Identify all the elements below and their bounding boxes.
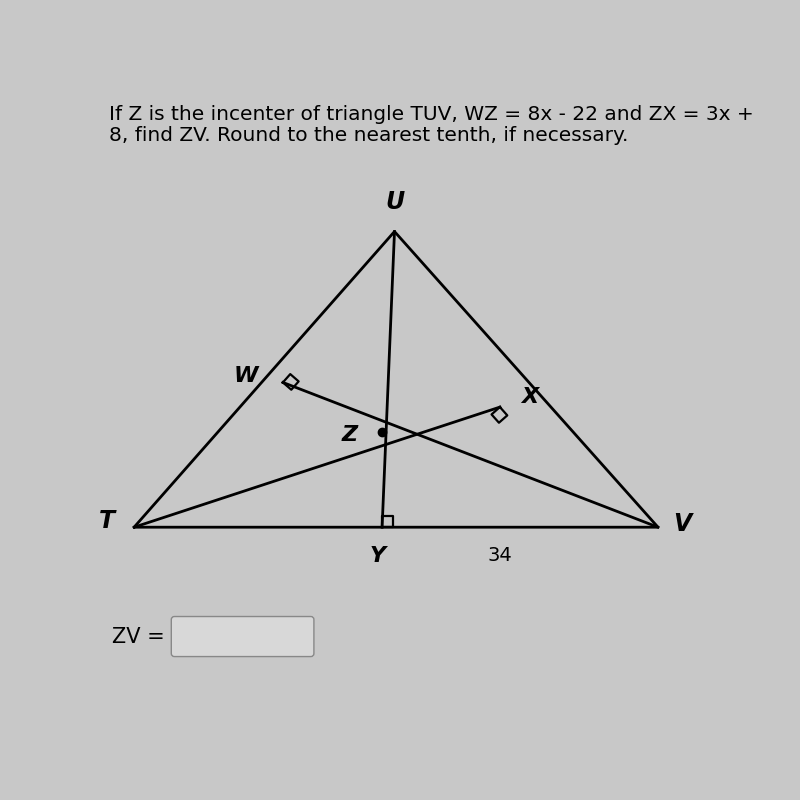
Text: 34: 34 [487,546,512,565]
Text: 8, find ZV. Round to the nearest tenth, if necessary.: 8, find ZV. Round to the nearest tenth, … [110,126,629,145]
Text: T: T [99,509,115,533]
Text: ZV =: ZV = [112,626,172,646]
Text: V: V [674,512,692,536]
Text: If Z is the incenter of triangle TUV, WZ = 8x - 22 and ZX = 3x +: If Z is the incenter of triangle TUV, WZ… [110,106,754,124]
Text: X: X [522,386,538,406]
Text: 76: 76 [190,626,217,646]
Text: W: W [234,366,258,386]
Text: U: U [385,190,404,214]
FancyBboxPatch shape [171,617,314,657]
Text: Y: Y [370,546,386,566]
Text: Z: Z [341,425,358,445]
